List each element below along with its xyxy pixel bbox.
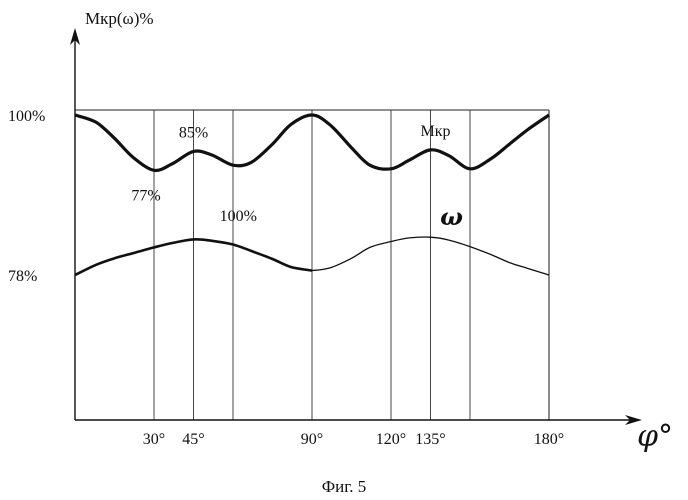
x-tick-label-180: 180°: [534, 431, 564, 448]
x-tick-label-90: 90°: [301, 431, 323, 448]
x-tick-label-120: 120°: [376, 431, 406, 448]
x-tick-label-30: 30°: [143, 431, 165, 448]
annotation-3: 100%: [220, 208, 257, 225]
y-tick-label-100: 100%: [8, 108, 45, 125]
x-axis-title: φ°: [637, 419, 673, 454]
annotation-5: ω: [440, 202, 463, 231]
x-tick-label-135: 135°: [415, 431, 445, 448]
annotation-4: Mкр: [421, 123, 451, 140]
x-tick-label-45: 45°: [182, 431, 204, 448]
y-axis-title: Mкр(ω)%: [85, 9, 154, 28]
y-tick-label-78: 78%: [8, 268, 37, 285]
annotation-1: 85%: [179, 124, 208, 141]
figure-caption: Фиг. 5: [322, 477, 367, 496]
annotation-2: 77%: [131, 187, 160, 204]
labels: 30° 45° 90° 120° 135° 180° 100% 78% 85% 77% 100% Mк…: [8, 108, 564, 448]
